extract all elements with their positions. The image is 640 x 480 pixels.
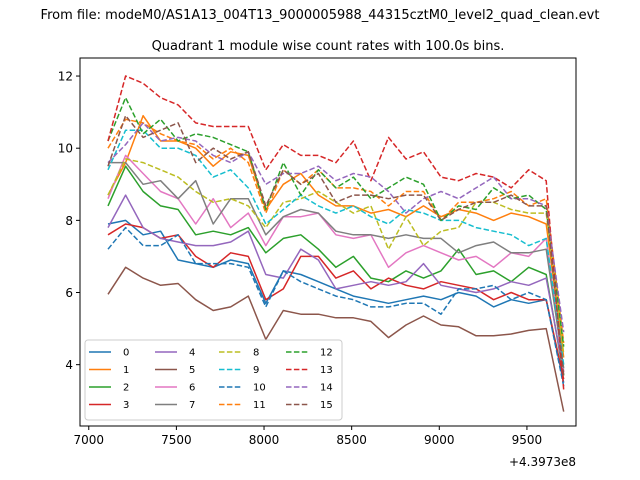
series-line-5 (107, 266, 565, 412)
legend-label-3: 3 (123, 400, 129, 411)
series-line-14 (107, 122, 565, 333)
x-tick-label: 8000 (249, 433, 280, 447)
series-line-1 (107, 114, 565, 358)
legend-label-13: 13 (320, 365, 333, 376)
plot-area (79, 57, 577, 427)
x-axis-offset-label: +4.3973e8 (509, 455, 576, 469)
x-tick-label: 9500 (512, 433, 543, 447)
legend-label-5: 5 (189, 365, 195, 376)
chart-title: Quadrant 1 module wise count rates with … (152, 39, 505, 54)
legend-label-11: 11 (253, 400, 266, 411)
y-axis: 4 6 8 10 12 (58, 70, 80, 372)
series-line-13 (107, 75, 565, 390)
y-tick-label: 12 (58, 70, 73, 84)
series-line-4 (107, 194, 565, 373)
axes-frame (79, 57, 577, 427)
legend-label-1: 1 (123, 365, 129, 376)
legend-label-9: 9 (253, 365, 259, 376)
legend-label-6: 6 (189, 383, 195, 394)
y-tick-label: 10 (58, 142, 73, 156)
legend-label-0: 0 (123, 348, 129, 359)
y-tick-label: 4 (65, 358, 73, 372)
series-line-2 (107, 165, 565, 376)
y-tick-label: 8 (65, 214, 73, 228)
legend-label-7: 7 (189, 400, 195, 411)
x-tick-label: 7500 (161, 433, 192, 447)
x-axis: 7000 7500 8000 8500 9000 9500 (73, 426, 542, 447)
legend-box (84, 339, 343, 421)
legend-label-10: 10 (253, 383, 266, 394)
legend-label-8: 8 (253, 348, 259, 359)
legend-label-4: 4 (189, 348, 195, 359)
figure-suptitle: From file: modeM0/AS1A13_004T13_90000059… (41, 8, 600, 23)
series-line-10 (107, 226, 565, 387)
series-line-15 (107, 114, 565, 376)
y-tick-label: 6 (65, 286, 73, 300)
series-layer (107, 75, 565, 412)
series-line-11 (107, 118, 565, 344)
legend-label-2: 2 (123, 383, 129, 394)
x-tick-label: 7000 (73, 433, 104, 447)
legend-label-15: 15 (320, 400, 333, 411)
legend-label-14: 14 (320, 383, 333, 394)
x-tick-label: 8500 (336, 433, 367, 447)
series-line-6 (107, 154, 565, 372)
series-line-12 (107, 96, 565, 347)
x-tick-label: 9000 (424, 433, 455, 447)
series-line-3 (107, 223, 565, 380)
series-line-7 (108, 161, 565, 369)
series-line-9 (107, 129, 565, 365)
legend-label-12: 12 (320, 348, 333, 359)
